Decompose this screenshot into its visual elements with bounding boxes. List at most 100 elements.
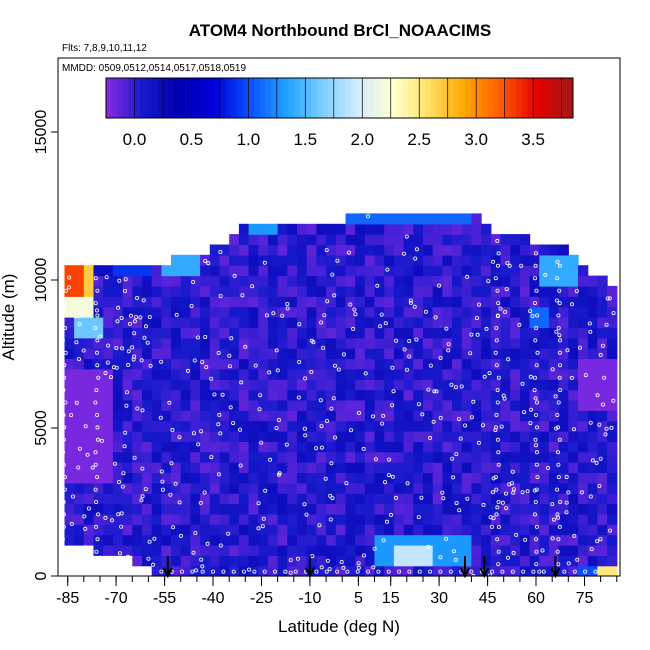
- heatmap-cell: [306, 555, 317, 567]
- heatmap-cell: [132, 472, 143, 484]
- heatmap-cell: [597, 544, 608, 556]
- heatmap-cell: [403, 296, 414, 308]
- sample-point: [333, 435, 338, 440]
- y-tick-label: 15000: [33, 110, 50, 155]
- heatmap-cell: [364, 389, 376, 401]
- heatmap-cell: [238, 534, 250, 546]
- heatmap-cell: [500, 513, 511, 525]
- heatmap-cell: [345, 534, 356, 546]
- sample-point: [530, 313, 535, 318]
- sample-point: [119, 511, 124, 516]
- heatmap-cell: [238, 555, 250, 567]
- heatmap-cell: [238, 275, 250, 287]
- heatmap-cell: [423, 379, 434, 391]
- heatmap-cell: [142, 544, 153, 556]
- heatmap-cell: [510, 451, 521, 463]
- heatmap-cell: [500, 317, 511, 328]
- heatmap-cell: [122, 420, 133, 432]
- heatmap-cell: [209, 285, 221, 297]
- heatmap-cell: [219, 337, 230, 349]
- sample-point: [95, 437, 100, 442]
- heatmap-cell: [384, 451, 395, 463]
- heatmap-cell: [83, 337, 95, 349]
- sample-point: [319, 445, 324, 450]
- sample-point: [267, 370, 272, 375]
- heatmap-cell: [442, 472, 453, 484]
- heatmap-cell: [452, 399, 463, 411]
- heatmap-cell: [335, 565, 347, 577]
- heatmap-cell: [403, 482, 414, 494]
- sample-point: [83, 424, 88, 429]
- sample-point: [341, 565, 346, 570]
- heatmap-cell: [83, 327, 95, 339]
- heatmap-cell: [335, 244, 347, 256]
- heatmap-cell: [423, 337, 434, 349]
- heatmap-cell: [578, 503, 589, 515]
- sample-point: [572, 569, 577, 574]
- heatmap-cell: [423, 555, 434, 567]
- heatmap-cell: [510, 379, 521, 391]
- y-tick-label: 5000: [33, 410, 50, 446]
- heatmap-cell: [297, 482, 308, 494]
- colorbar-segment: [208, 78, 215, 118]
- sample-point: [280, 313, 285, 318]
- sample-point: [494, 412, 499, 417]
- heatmap-cell: [558, 472, 569, 484]
- colorbar-segment: [350, 78, 358, 118]
- heatmap-cell: [355, 234, 366, 246]
- sample-point: [361, 553, 366, 558]
- heatmap-cell: [529, 275, 540, 287]
- heatmap-cell: [500, 285, 511, 297]
- heatmap-cell: [335, 306, 347, 318]
- heatmap-cell: [326, 420, 337, 432]
- sample-point: [241, 569, 246, 574]
- sample-point: [329, 461, 334, 466]
- sample-point: [500, 500, 505, 505]
- sample-point: [534, 562, 539, 567]
- heatmap-cell: [190, 503, 201, 515]
- sample-point: [426, 387, 431, 392]
- sample-point: [262, 569, 267, 574]
- heatmap-cell: [287, 513, 298, 525]
- sample-point: [535, 400, 540, 405]
- heatmap-cell: [122, 317, 133, 328]
- heatmap-cell: [355, 513, 366, 525]
- colorbar-segment: [339, 78, 346, 118]
- heatmap-cell: [597, 306, 608, 318]
- heatmap-cell: [258, 399, 269, 411]
- sample-point: [148, 363, 153, 368]
- heatmap-cell: [316, 399, 327, 411]
- heatmap-cell: [568, 265, 579, 277]
- heatmap-cell: [432, 493, 443, 505]
- heatmap-cell: [374, 431, 385, 442]
- heatmap-cell: [607, 389, 618, 401]
- heatmap-cell: [432, 337, 443, 349]
- sample-point: [505, 555, 510, 560]
- sample-point: [74, 400, 79, 405]
- sample-point: [511, 550, 516, 555]
- colorbar-segment: [544, 78, 551, 118]
- heatmap-cell: [423, 399, 434, 411]
- heatmap-cell: [355, 544, 366, 556]
- sample-point: [534, 462, 539, 467]
- heatmap-cell: [248, 451, 259, 463]
- heatmap-cell: [277, 327, 288, 339]
- sample-point: [541, 569, 546, 574]
- heatmap-cell: [171, 368, 182, 380]
- heatmap-cell: [219, 493, 230, 505]
- heatmap-cell: [151, 503, 162, 515]
- heatmap-cell: [297, 379, 308, 391]
- sample-point: [168, 492, 173, 497]
- heatmap-cell: [248, 565, 259, 577]
- heatmap-cell: [510, 555, 521, 567]
- heatmap-cell: [423, 296, 434, 308]
- sample-point: [555, 487, 560, 492]
- colorbar-segment: [140, 78, 147, 118]
- heatmap-cell: [335, 462, 347, 473]
- heatmap-cell: [316, 524, 327, 536]
- sample-point: [226, 531, 231, 536]
- sample-point: [85, 452, 90, 457]
- sample-point: [533, 251, 538, 256]
- sample-point: [352, 307, 357, 312]
- sample-point: [595, 393, 600, 398]
